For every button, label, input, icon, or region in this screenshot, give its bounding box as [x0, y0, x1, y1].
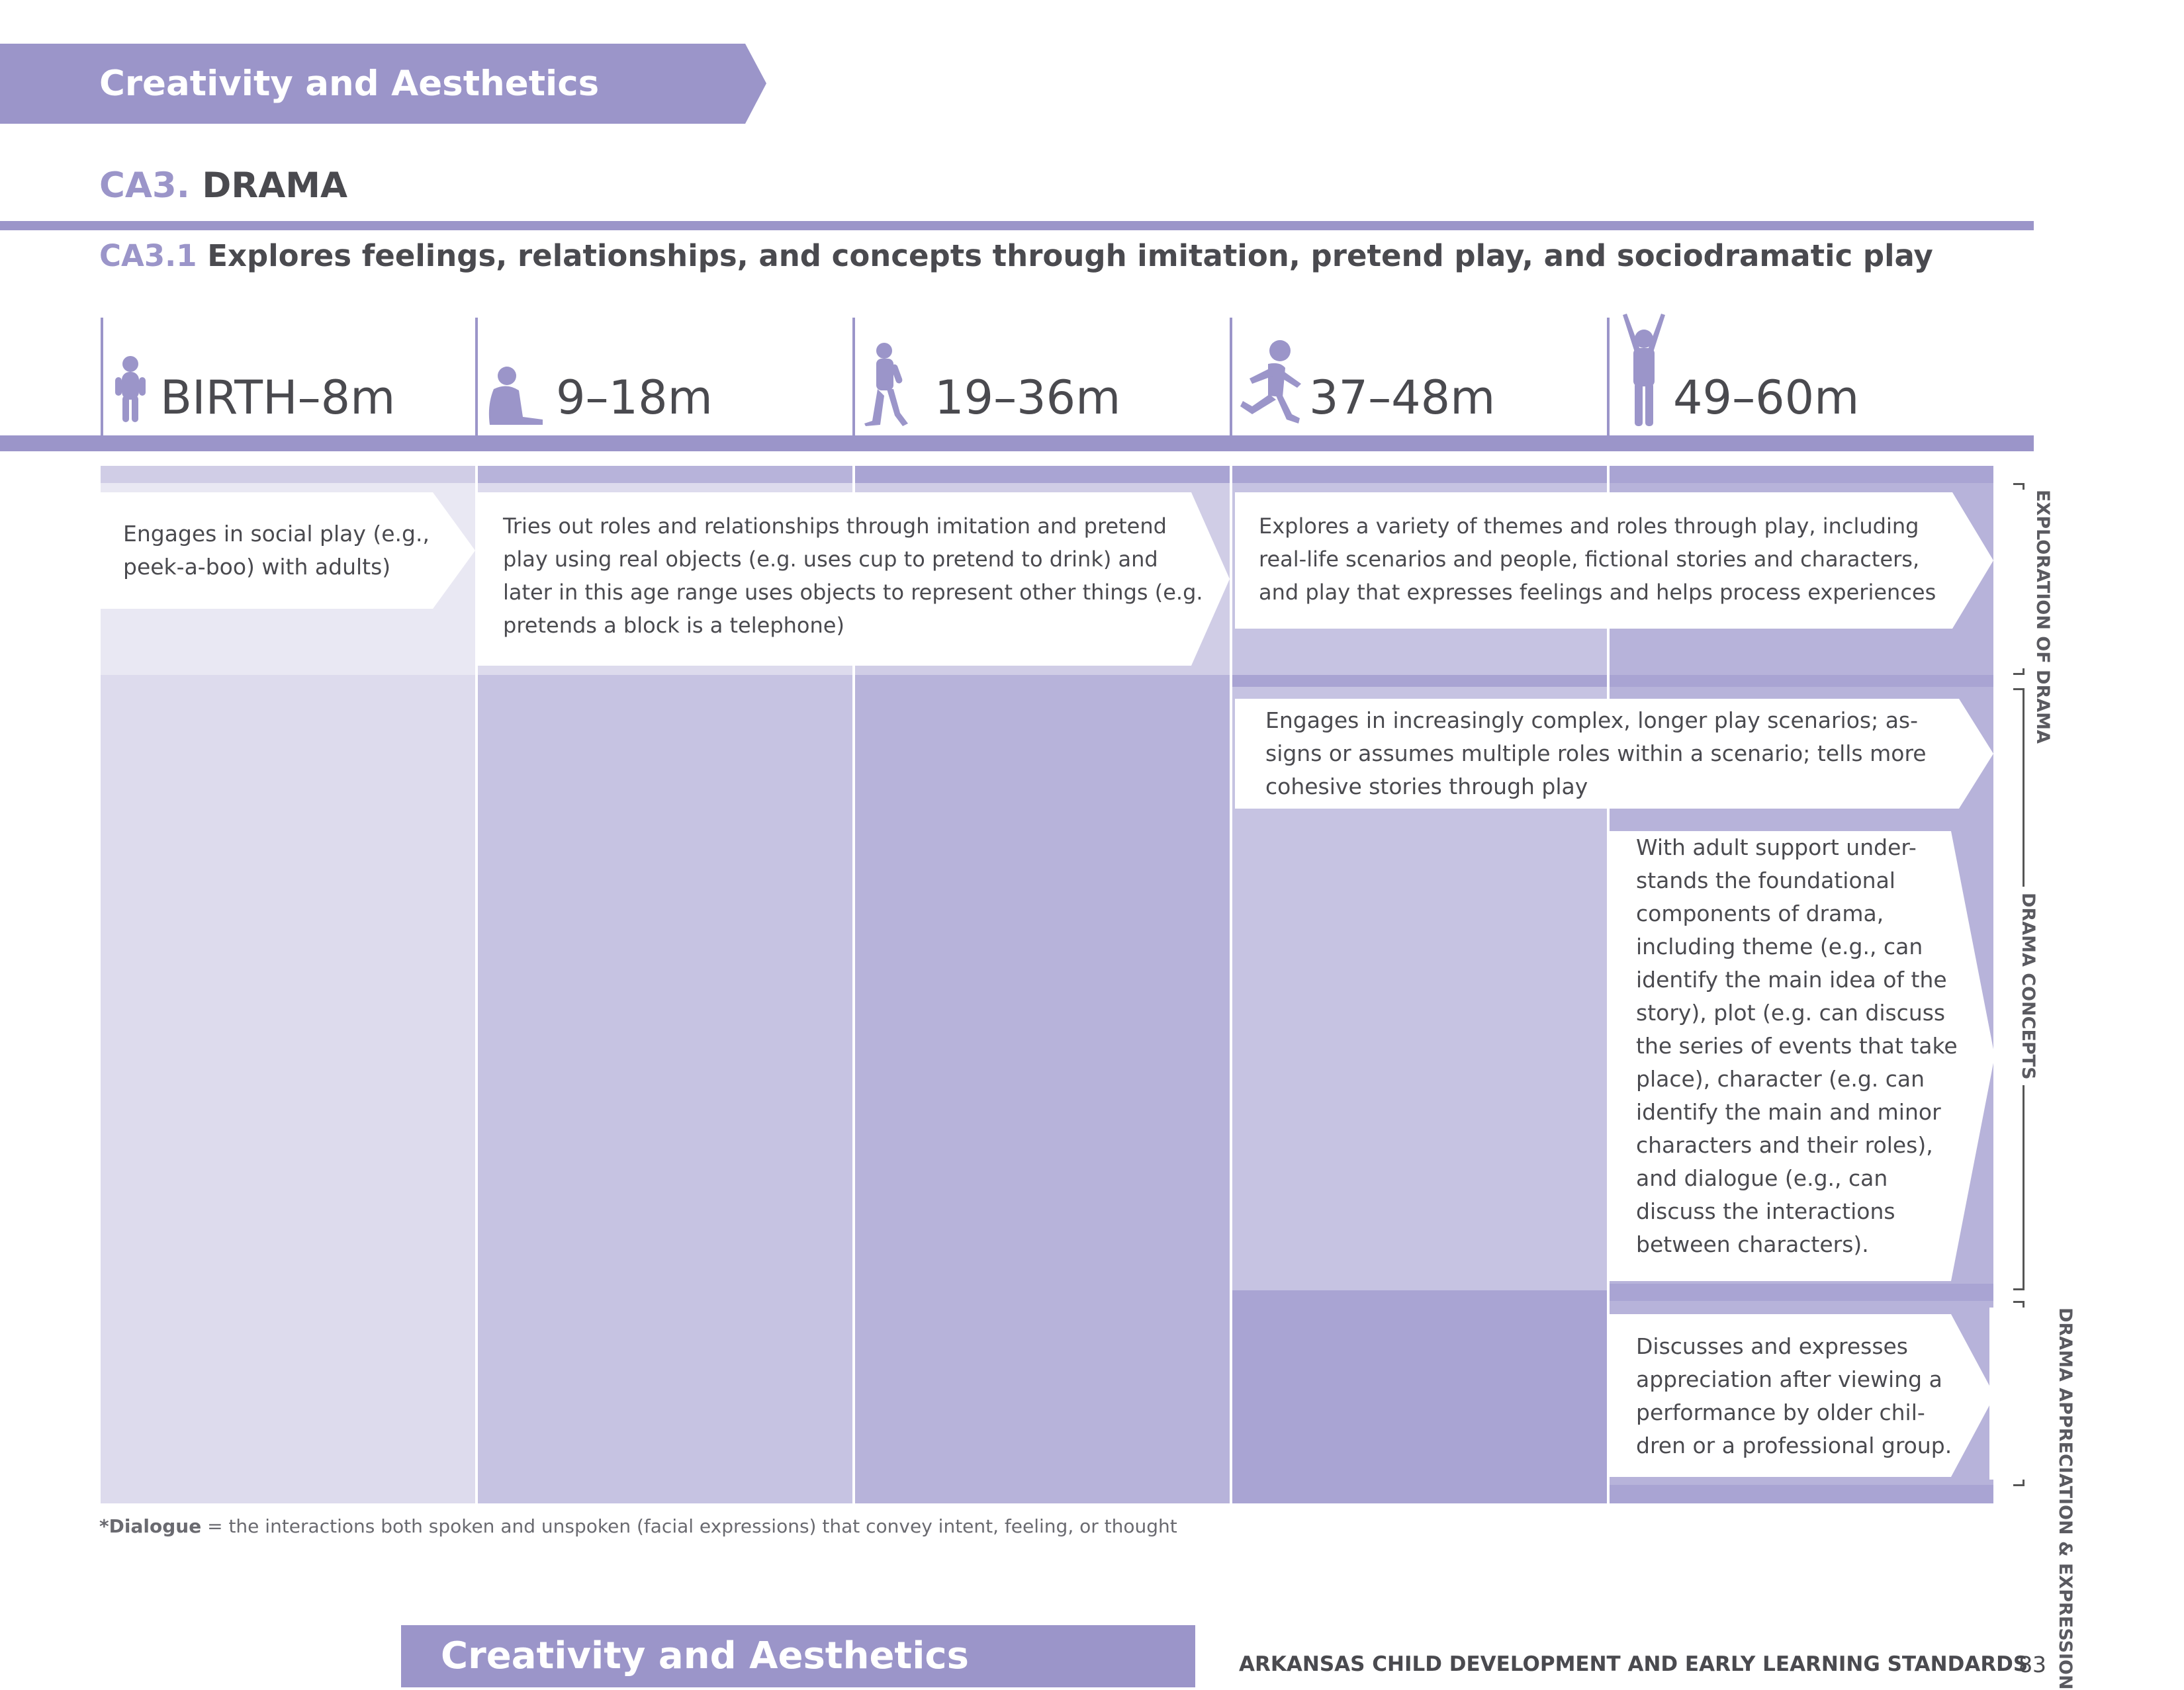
- publication-title: ARKANSAS CHILD DEVELOPMENT AND EARLY LEA…: [1239, 1652, 2028, 1676]
- infant-icon: [115, 356, 146, 422]
- bracket-tick: [2013, 483, 2023, 485]
- indicator-arrow: Explores a variety of themes and roles t…: [1235, 492, 1996, 629]
- age-label: BIRTH–8m: [160, 371, 396, 425]
- standard-name: DRAMA: [202, 165, 347, 206]
- indicator-arrow: Discusses and expresses appreciation aft…: [1610, 1314, 1997, 1477]
- sitting-baby-icon: [488, 367, 543, 425]
- column-birth-8m: [101, 466, 475, 1503]
- footnote-definition: = the interactions both spoken and unspo…: [201, 1515, 1177, 1537]
- column-cap: [855, 466, 1230, 483]
- bracket-tick: [2013, 1484, 2023, 1486]
- column-cap: [478, 466, 852, 483]
- indicator-text: Explores a variety of themes and roles t…: [1259, 513, 1936, 605]
- arrow-shape: [478, 492, 1230, 666]
- age-header-birth-8m: BIRTH–8m: [101, 318, 478, 437]
- age-label: 19–36m: [934, 371, 1121, 425]
- column-cap: [1232, 466, 1607, 483]
- bracket-tick: [2013, 688, 2023, 690]
- indicator-code: CA3.1: [99, 238, 197, 273]
- divider: [0, 221, 2034, 230]
- bracket-tick: [2013, 1288, 2023, 1290]
- age-label: 37–48m: [1309, 371, 1496, 425]
- arrow-shape: [1235, 699, 1993, 809]
- indicator-arrow: Tries out roles and relationships throug…: [478, 492, 1232, 666]
- row-band: [1232, 1290, 1607, 1503]
- age-label: 9–18m: [556, 371, 713, 425]
- age-header-9-18m: 9–18m: [475, 318, 855, 437]
- age-header-19-36m: 19–36m: [852, 318, 1232, 437]
- running-child-icon: [1240, 340, 1301, 423]
- strand-label-appreciation: DRAMA APPRECIATION & EXPRESSION: [1989, 1308, 2075, 1690]
- column-cap: [1610, 466, 1993, 483]
- arrow-shape: [101, 492, 475, 609]
- strand-label-concepts: DRAMA CONCEPTS: [2009, 887, 2038, 1085]
- section-banner: Creativity and Aesthetics: [0, 44, 766, 124]
- arrow-shape: [1235, 492, 1993, 629]
- footer-section-title: Creativity and Aesthetics: [441, 1634, 969, 1677]
- strand-label-exploration: EXPLORATION OF DRAMA: [2000, 490, 2053, 744]
- arrow-shape: [1610, 831, 1995, 1281]
- indicator-text: Tries out roles and relationships throug…: [503, 513, 1203, 638]
- bracket-tick: [2013, 1301, 2023, 1303]
- page-number: 83: [2019, 1652, 2046, 1677]
- row-separator: [1610, 1485, 1993, 1503]
- age-divider: [0, 435, 2034, 451]
- indicator-arrow: With adult support under-stands the foun…: [1610, 831, 1997, 1281]
- indicator-arrow: Engages in social play (e.g., peek-a-boo…: [101, 492, 478, 609]
- age-header-37-48m: 37–48m: [1230, 318, 1610, 437]
- bracket-tick: [2013, 673, 2023, 675]
- standard-code: CA3.: [99, 165, 190, 206]
- footnote-term: *Dialogue: [99, 1515, 202, 1537]
- indicator-text: Engages in increasingly complex, longer …: [1265, 707, 1927, 799]
- indicator-text: Explores feelings, relationships, and co…: [207, 238, 1933, 273]
- age-header-49-60m: 49–60m: [1607, 314, 1987, 437]
- indicator-heading: CA3.1 Explores feelings, relationships, …: [99, 238, 1933, 273]
- indicator-text: Engages in social play (e.g., peek-a-boo…: [123, 521, 430, 580]
- standard-heading: CA3. DRAMA: [99, 165, 347, 206]
- indicator-arrow: Engages in increasingly complex, longer …: [1235, 699, 1996, 809]
- section-title: Creativity and Aesthetics: [99, 64, 600, 104]
- toddler-walking-icon: [864, 343, 908, 426]
- column-cap: [101, 466, 475, 483]
- row-separator: [1610, 675, 1993, 687]
- footnote: *Dialogue = the interactions both spoken…: [99, 1515, 1177, 1537]
- indicator-text: With adult support under-stands the foun…: [1636, 834, 1958, 1257]
- banner-shape: [0, 44, 766, 124]
- arrow-shape: [1610, 1314, 1995, 1477]
- indicator-text: Discusses and expresses appreciation aft…: [1636, 1333, 1952, 1458]
- child-arms-up-icon: [1623, 314, 1665, 426]
- age-label: 49–60m: [1673, 371, 1860, 425]
- footer-banner: Creativity and Aesthetics: [401, 1625, 1195, 1687]
- row-separator: [1610, 1284, 1993, 1301]
- column-37-48m: [1232, 466, 1607, 1503]
- row-separator: [1232, 675, 1607, 687]
